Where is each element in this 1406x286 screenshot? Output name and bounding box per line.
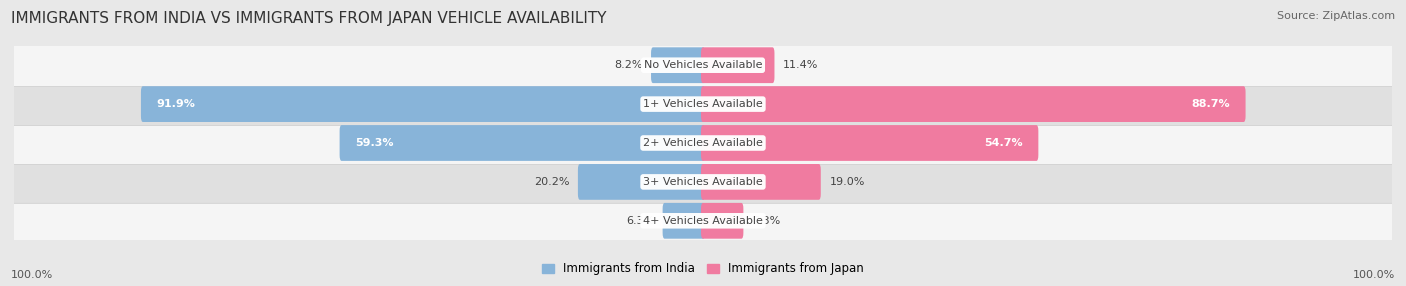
FancyBboxPatch shape [578,164,704,200]
Text: 91.9%: 91.9% [156,99,195,109]
Text: 2+ Vehicles Available: 2+ Vehicles Available [643,138,763,148]
Text: 88.7%: 88.7% [1192,99,1230,109]
Text: 59.3%: 59.3% [354,138,394,148]
Text: 6.3%: 6.3% [752,216,780,226]
Legend: Immigrants from India, Immigrants from Japan: Immigrants from India, Immigrants from J… [537,258,869,280]
FancyBboxPatch shape [662,203,704,239]
FancyBboxPatch shape [14,83,1392,126]
FancyBboxPatch shape [14,44,1392,87]
FancyBboxPatch shape [702,125,1039,161]
FancyBboxPatch shape [14,199,1392,242]
Text: 19.0%: 19.0% [830,177,865,187]
FancyBboxPatch shape [14,160,1392,203]
FancyBboxPatch shape [141,86,704,122]
FancyBboxPatch shape [340,125,704,161]
Text: 54.7%: 54.7% [984,138,1024,148]
Text: 11.4%: 11.4% [783,60,818,70]
Text: 4+ Vehicles Available: 4+ Vehicles Available [643,216,763,226]
FancyBboxPatch shape [651,47,704,83]
Text: Source: ZipAtlas.com: Source: ZipAtlas.com [1277,11,1395,21]
FancyBboxPatch shape [14,122,1392,164]
Text: 8.2%: 8.2% [614,60,643,70]
Text: No Vehicles Available: No Vehicles Available [644,60,762,70]
Text: 1+ Vehicles Available: 1+ Vehicles Available [643,99,763,109]
FancyBboxPatch shape [702,164,821,200]
Text: 6.3%: 6.3% [626,216,654,226]
FancyBboxPatch shape [702,203,744,239]
Text: 3+ Vehicles Available: 3+ Vehicles Available [643,177,763,187]
FancyBboxPatch shape [702,47,775,83]
FancyBboxPatch shape [702,86,1246,122]
Text: 20.2%: 20.2% [534,177,569,187]
Text: IMMIGRANTS FROM INDIA VS IMMIGRANTS FROM JAPAN VEHICLE AVAILABILITY: IMMIGRANTS FROM INDIA VS IMMIGRANTS FROM… [11,11,607,26]
Text: 100.0%: 100.0% [1353,270,1395,280]
Text: 100.0%: 100.0% [11,270,53,280]
